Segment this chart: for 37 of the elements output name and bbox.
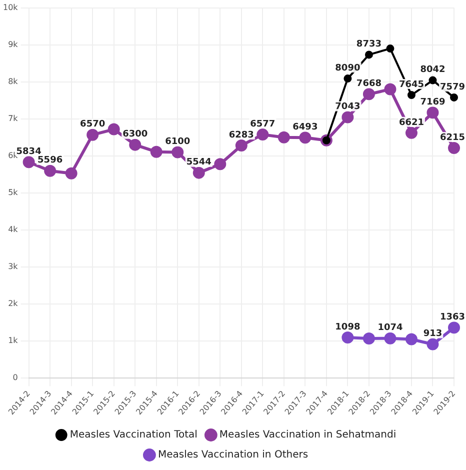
data-label: 1363 [440,312,466,322]
data-label: 6215 [440,132,466,143]
data-label: 8042 [420,65,446,76]
data-label: 6577 [250,119,276,130]
data-label: 6570 [80,120,106,130]
legend-label: Measles Vaccination in Others [158,450,308,461]
data-label: 1098 [335,322,360,332]
y-tick-label: 5k [8,188,18,198]
data-label: 8733 [356,40,382,50]
data-label: 913 [423,329,442,340]
y-tick-label: 2k [8,299,18,308]
y-tick-label: 4k [8,225,18,234]
y-tick-label: 1k [8,336,18,346]
data-label: 8090 [335,63,360,74]
data-label: 5596 [38,156,63,166]
legend-label: Measles Vaccination Total [70,430,198,441]
legend-label: Measles Vaccination in Sehatmandi [219,430,396,441]
y-tick-label: 6k [8,151,18,160]
data-label: 6493 [292,122,318,133]
data-label: 7579 [440,82,466,92]
data-label: 6621 [398,118,424,128]
data-label: 1074 [378,323,403,334]
data-label: 6283 [228,130,254,140]
y-tick-label: 10k [3,2,18,12]
data-label: 7645 [398,80,424,90]
y-tick-label: 7k [8,114,18,123]
data-label: 6100 [165,137,190,148]
y-tick-label: 3k [8,262,18,272]
y-tick-label: 8k [8,76,18,86]
data-label: 6300 [122,130,148,140]
y-tick-label: 9k [8,40,18,49]
data-label: 5544 [186,158,212,168]
y-tick-label: 0 [12,373,18,382]
data-label: 5834 [16,146,42,157]
data-label: 7169 [420,97,446,108]
data-label: 7668 [356,79,382,90]
data-label: 7043 [335,102,360,112]
